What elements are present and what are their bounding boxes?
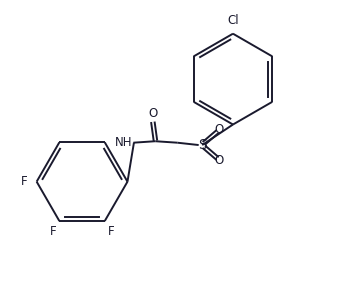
Text: O: O (148, 107, 158, 120)
Text: Cl: Cl (227, 14, 239, 27)
Text: O: O (215, 154, 224, 167)
Text: NH: NH (114, 136, 132, 149)
Text: F: F (108, 225, 114, 238)
Text: F: F (21, 175, 28, 188)
Text: S: S (198, 138, 207, 152)
Text: O: O (215, 123, 224, 136)
Text: F: F (50, 225, 57, 238)
